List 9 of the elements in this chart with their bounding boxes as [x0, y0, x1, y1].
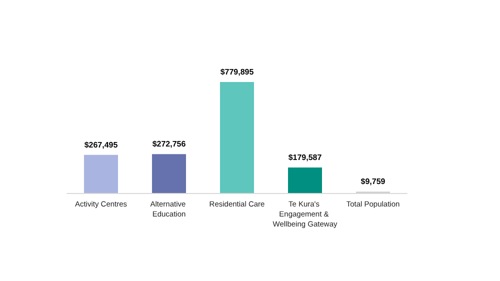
bar	[84, 154, 118, 193]
data-label: $9,759	[360, 177, 386, 186]
bar	[220, 82, 254, 193]
data-label: $179,587	[288, 152, 322, 162]
data-label: $272,756	[152, 140, 186, 149]
bar	[288, 167, 322, 193]
bar	[152, 154, 186, 193]
data-label: $779,895	[220, 68, 254, 76]
data-label: $267,495	[84, 140, 118, 150]
